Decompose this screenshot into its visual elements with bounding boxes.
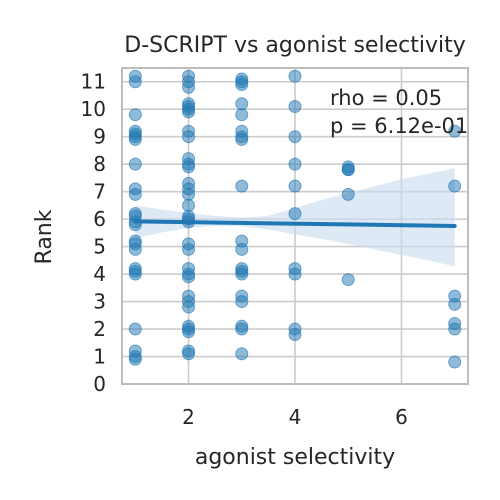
data-point [182,198,196,212]
data-point [235,179,249,193]
data-point [128,242,142,256]
data-point [182,325,196,339]
data-point [288,267,302,281]
regression-line [133,219,457,228]
data-point [128,352,142,366]
data-point [128,322,142,336]
data-point [341,273,355,287]
x-axis-label: agonist selectivity [195,445,395,470]
y-axis-label: Rank [32,209,57,264]
data-point [182,187,196,201]
data-point [288,99,302,113]
data-point [182,105,196,119]
y-tick-label: 9 [93,125,106,149]
data-point [288,69,302,83]
data-point [128,132,142,146]
data-point [235,132,249,146]
regression-line-layer [133,219,457,228]
annotation-rho: rho = 0.05 [330,86,442,110]
data-point [448,179,462,193]
data-point [128,187,142,201]
annotation-p: p = 6.12e-01 [330,114,468,138]
data-point [288,207,302,221]
y-tick-label: 4 [93,262,106,286]
y-tick-label: 2 [93,317,106,341]
tick-labels: 2 4 6 0 1 2 3 4 5 6 7 8 9 10 11 [81,70,408,429]
y-tick-label: 6 [93,207,106,231]
x-tick-label: 2 [182,405,195,429]
y-tick-label: 5 [93,235,106,259]
data-point [235,77,249,91]
scatter-points [128,69,462,369]
data-point [288,130,302,144]
data-point [235,295,249,309]
data-point [182,242,196,256]
data-point [448,322,462,336]
data-point [235,108,249,122]
data-point [288,328,302,342]
data-point [235,242,249,256]
x-tick-label: 6 [395,405,408,429]
y-tick-label: 8 [93,152,106,176]
data-point [448,124,462,138]
x-tick-label: 4 [289,405,302,429]
data-point [288,157,302,171]
y-tick-label: 10 [81,97,106,121]
data-point [182,347,196,361]
data-point [448,297,462,311]
plot-frame [121,67,469,385]
y-tick-label: 11 [81,70,106,94]
data-point [235,347,249,361]
data-point [235,97,249,111]
data-point [182,160,196,174]
data-point [128,75,142,89]
y-tick-label: 3 [93,290,106,314]
data-point [341,160,355,174]
data-point [182,270,196,284]
data-point [448,355,462,369]
data-point [235,322,249,336]
data-point [128,267,142,281]
chart-title: D-SCRIPT vs agonist selectivity [124,33,465,58]
data-point [235,267,249,281]
data-point [182,300,196,314]
data-point [182,130,196,144]
data-point [288,179,302,193]
data-point [128,108,142,122]
data-point [182,80,196,94]
y-tick-label: 0 [93,372,106,396]
data-point [341,187,355,201]
data-point [128,157,142,171]
y-tick-label: 1 [93,345,106,369]
y-tick-label: 7 [93,180,106,204]
